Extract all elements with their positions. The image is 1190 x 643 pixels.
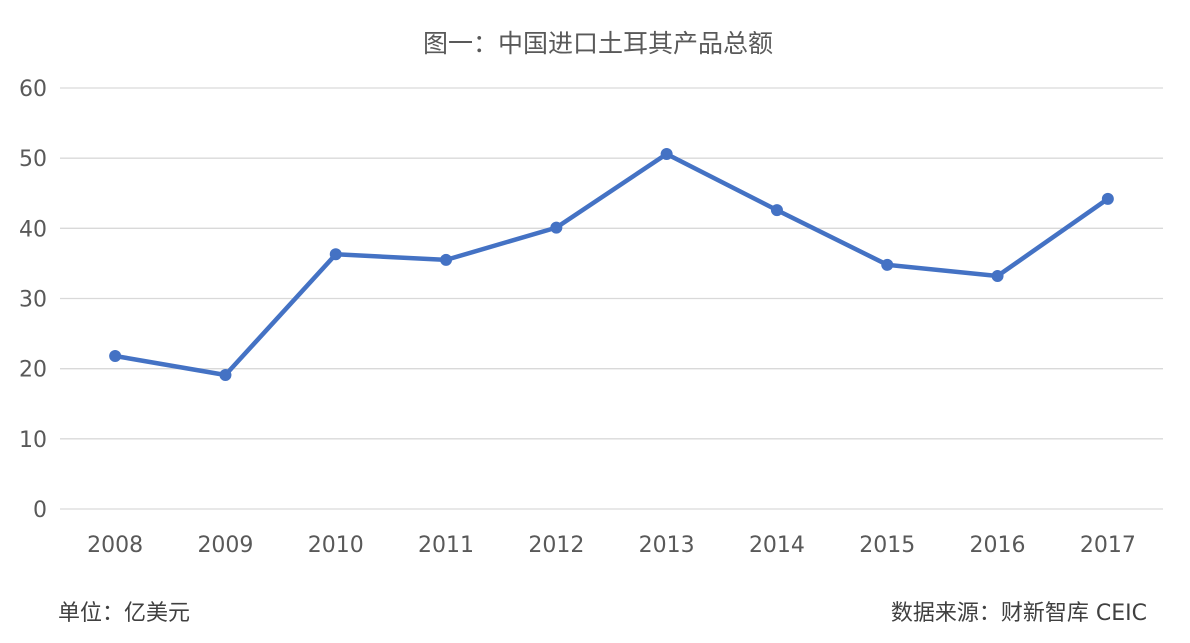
unit-note: 单位：亿美元	[58, 601, 190, 626]
source-note: 数据来源：财新智库 CEIC	[891, 601, 1147, 626]
data-point	[881, 258, 894, 271]
x-axis-ticks: 2008 2009 2010 2011 2012 2013 2014 2015 2016 2017	[87, 533, 1136, 558]
data-point	[550, 221, 563, 234]
data-point	[219, 368, 232, 381]
x-tick-label: 2015	[859, 533, 915, 558]
y-tick-label: 50	[19, 147, 47, 172]
data-point	[109, 350, 122, 363]
chart-title: 图一：中国进口土耳其产品总额	[423, 29, 773, 58]
y-axis-ticks: 0 10 20 30 40 50 60	[19, 77, 47, 523]
x-tick-label: 2008	[87, 533, 143, 558]
y-tick-label: 0	[33, 498, 47, 523]
x-tick-label: 2012	[528, 533, 584, 558]
x-tick-label: 2013	[639, 533, 695, 558]
data-point	[329, 248, 342, 261]
x-tick-label: 2010	[308, 533, 364, 558]
y-tick-label: 30	[19, 288, 47, 313]
y-tick-label: 40	[19, 217, 47, 242]
x-tick-label: 2009	[197, 533, 253, 558]
y-tick-label: 60	[19, 77, 47, 102]
series-line	[112, 151, 1111, 378]
y-tick-label: 10	[19, 428, 47, 453]
data-point	[440, 253, 453, 266]
data-point	[660, 147, 673, 160]
gridlines	[60, 87, 1163, 510]
y-tick-label: 20	[19, 358, 47, 383]
x-tick-label: 2017	[1080, 533, 1136, 558]
series-layer	[109, 147, 1114, 381]
x-tick-label: 2014	[749, 533, 805, 558]
data-point	[991, 270, 1004, 283]
x-tick-label: 2011	[418, 533, 474, 558]
x-tick-label: 2016	[970, 533, 1026, 558]
data-point	[770, 204, 783, 217]
data-point	[1101, 192, 1114, 205]
